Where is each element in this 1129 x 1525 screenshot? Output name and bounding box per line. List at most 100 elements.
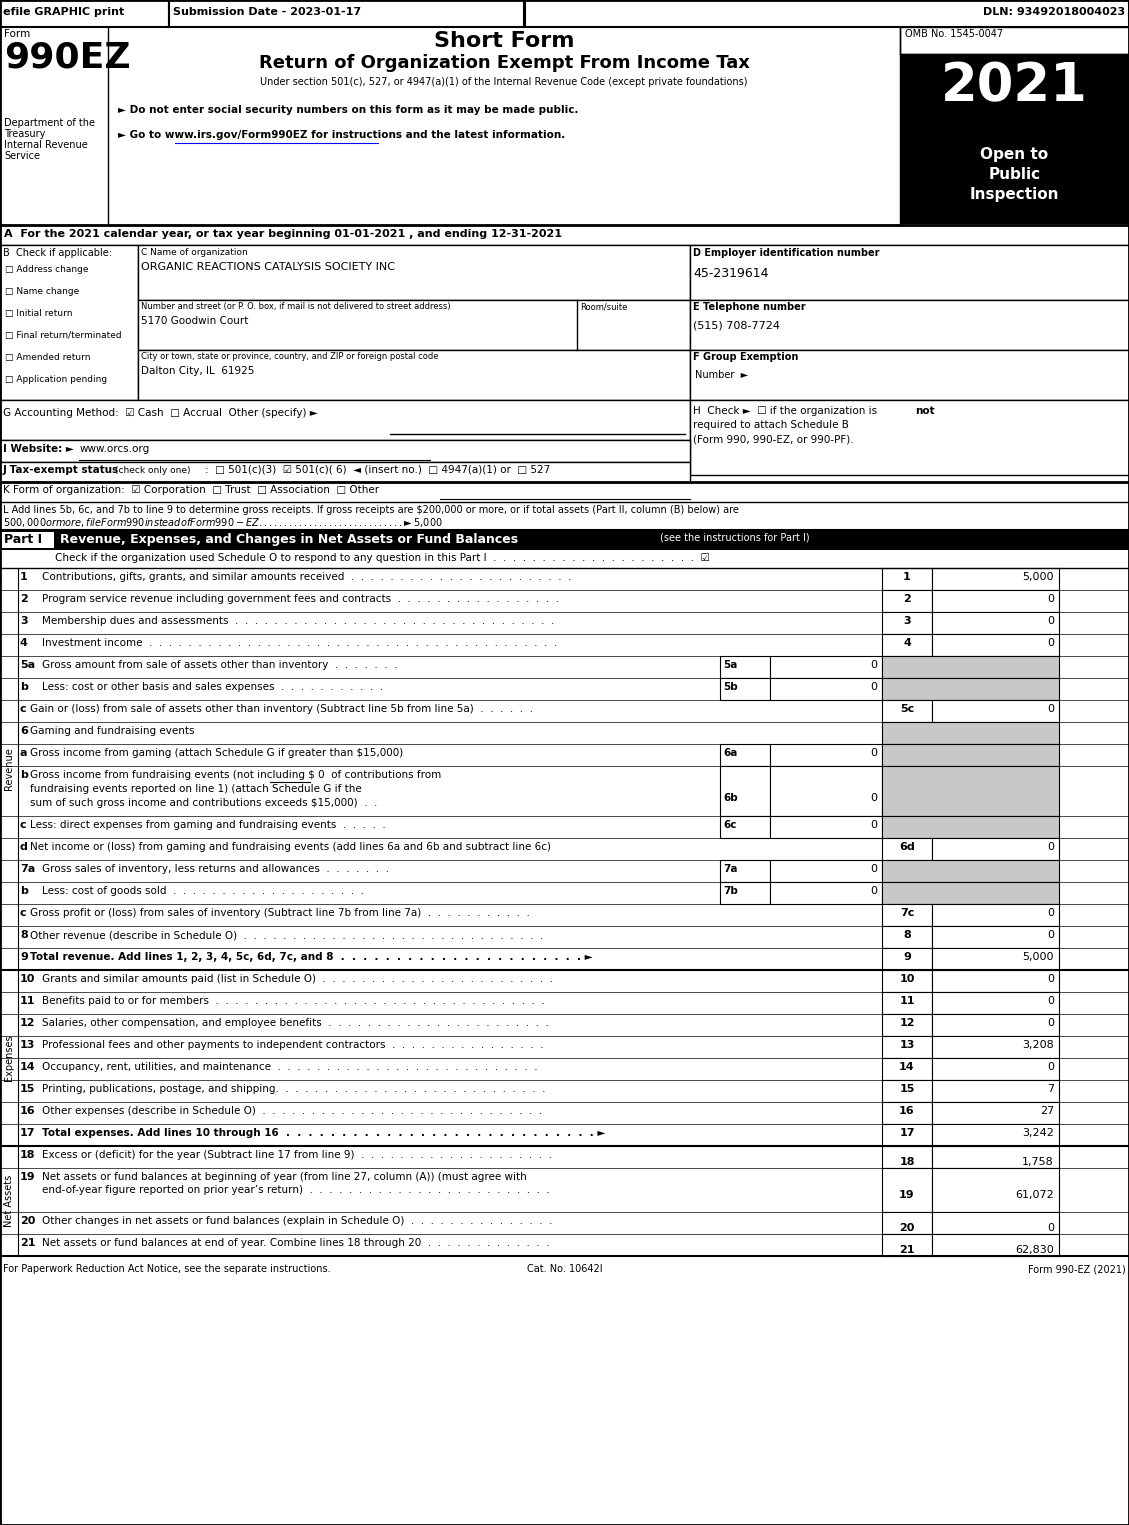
Bar bbox=[0, 462, 690, 482]
Text: 0: 0 bbox=[1047, 907, 1054, 918]
Bar bbox=[882, 1058, 933, 1080]
Bar bbox=[882, 970, 933, 991]
Text: 8: 8 bbox=[20, 930, 28, 939]
Text: Printing, publications, postage, and shipping.  .  .  .  .  .  .  .  .  .  .  . : Printing, publications, postage, and shi… bbox=[42, 1084, 545, 1093]
Bar bbox=[882, 744, 1059, 766]
Text: 13: 13 bbox=[900, 1040, 914, 1051]
Text: Under section 501(c), 527, or 4947(a)(1) of the Internal Revenue Code (except pr: Under section 501(c), 527, or 4947(a)(1)… bbox=[261, 76, 747, 87]
Text: Service: Service bbox=[5, 151, 40, 162]
Text: Form 990-EZ (2021): Form 990-EZ (2021) bbox=[1029, 1264, 1126, 1273]
Bar bbox=[882, 1103, 933, 1124]
Bar bbox=[720, 679, 770, 700]
Text: Number and street (or P. O. box, if mail is not delivered to street address): Number and street (or P. O. box, if mail… bbox=[141, 302, 450, 311]
Text: Net income or (loss) from gaming and fundraising events (add lines 6a and 6b and: Net income or (loss) from gaming and fun… bbox=[30, 842, 551, 852]
Text: 0: 0 bbox=[1047, 595, 1054, 604]
Text: 20: 20 bbox=[900, 1223, 914, 1234]
Text: c: c bbox=[20, 820, 27, 830]
Bar bbox=[882, 590, 933, 612]
Text: 0: 0 bbox=[1047, 637, 1054, 648]
Text: 7: 7 bbox=[1047, 1084, 1054, 1093]
Text: :  □ 501(c)(3)  ☑ 501(c)( 6)  ◄ (insert no.)  □ 4947(a)(1) or  □ 527: : □ 501(c)(3) ☑ 501(c)( 6) ◄ (insert no.… bbox=[205, 465, 550, 474]
Bar bbox=[882, 721, 1059, 744]
Text: 7a: 7a bbox=[723, 865, 737, 874]
Text: 21: 21 bbox=[20, 1238, 35, 1247]
Text: end-of-year figure reported on prior year’s return)  .  .  .  .  .  .  .  .  .  : end-of-year figure reported on prior yea… bbox=[42, 1185, 550, 1196]
Bar bbox=[933, 1103, 1059, 1124]
Text: 61,072: 61,072 bbox=[1015, 1190, 1054, 1200]
Text: 14: 14 bbox=[899, 1061, 914, 1072]
Text: Internal Revenue: Internal Revenue bbox=[5, 140, 88, 149]
Bar bbox=[882, 1145, 933, 1168]
Text: d: d bbox=[20, 842, 28, 852]
Text: 17: 17 bbox=[900, 1128, 914, 1138]
Text: B  Check if applicable:: B Check if applicable: bbox=[3, 249, 112, 258]
Text: 20: 20 bbox=[20, 1215, 35, 1226]
Text: Gaming and fundraising events: Gaming and fundraising events bbox=[30, 726, 194, 737]
Text: 19: 19 bbox=[899, 1190, 914, 1200]
Text: 5b: 5b bbox=[723, 682, 737, 692]
Text: DLN: 93492018004023: DLN: 93492018004023 bbox=[983, 8, 1124, 17]
Text: 14: 14 bbox=[20, 1061, 36, 1072]
Text: 6d: 6d bbox=[899, 842, 914, 852]
Text: Less: cost or other basis and sales expenses  .  .  .  .  .  .  .  .  .  .  .: Less: cost or other basis and sales expe… bbox=[42, 682, 383, 692]
Text: 0: 0 bbox=[870, 865, 877, 874]
Text: 6b: 6b bbox=[723, 793, 737, 804]
Bar bbox=[933, 991, 1059, 1014]
Text: Part I: Part I bbox=[5, 534, 42, 546]
Bar bbox=[882, 634, 933, 656]
Bar bbox=[900, 53, 1129, 130]
Text: 13: 13 bbox=[20, 1040, 35, 1051]
Text: (see the instructions for Part I): (see the instructions for Part I) bbox=[660, 534, 809, 543]
Bar bbox=[933, 926, 1059, 949]
Text: 0: 0 bbox=[1047, 1223, 1054, 1234]
Text: Cat. No. 10642I: Cat. No. 10642I bbox=[527, 1264, 602, 1273]
Bar bbox=[720, 816, 770, 839]
Text: Number  ►: Number ► bbox=[695, 371, 749, 380]
Text: Less: cost of goods sold  .  .  .  .  .  .  .  .  .  .  .  .  .  .  .  .  .  .  : Less: cost of goods sold . . . . . . . .… bbox=[42, 886, 364, 897]
Bar bbox=[900, 27, 1129, 53]
Bar bbox=[933, 1234, 1059, 1257]
Text: 12: 12 bbox=[20, 1019, 35, 1028]
Bar bbox=[933, 1212, 1059, 1234]
Text: 15: 15 bbox=[900, 1084, 914, 1093]
Text: 8: 8 bbox=[903, 930, 911, 939]
Text: Program service revenue including government fees and contracts  .  .  .  .  .  : Program service revenue including govern… bbox=[42, 595, 559, 604]
Bar bbox=[0, 0, 1129, 27]
Bar bbox=[933, 839, 1059, 860]
Text: Professional fees and other payments to independent contractors  .  .  .  .  .  : Professional fees and other payments to … bbox=[42, 1040, 543, 1051]
Bar bbox=[770, 766, 882, 816]
Text: Department of the: Department of the bbox=[5, 117, 95, 128]
Text: not: not bbox=[914, 406, 935, 416]
Text: required to attach Schedule B: required to attach Schedule B bbox=[693, 419, 849, 430]
Text: 9: 9 bbox=[20, 952, 28, 962]
Text: 62,830: 62,830 bbox=[1015, 1244, 1054, 1255]
Text: a: a bbox=[20, 747, 27, 758]
Text: 0: 0 bbox=[1047, 974, 1054, 984]
Bar bbox=[882, 1124, 933, 1145]
Text: 15: 15 bbox=[20, 1084, 35, 1093]
Bar bbox=[0, 226, 1129, 246]
Bar bbox=[138, 300, 690, 351]
Text: Investment income  .  .  .  .  .  .  .  .  .  .  .  .  .  .  .  .  .  .  .  .  .: Investment income . . . . . . . . . . . … bbox=[42, 637, 558, 648]
Text: Total revenue. Add lines 1, 2, 3, 4, 5c, 6d, 7c, and 8  .  .  .  .  .  .  .  .  : Total revenue. Add lines 1, 2, 3, 4, 5c,… bbox=[30, 952, 593, 962]
Text: 5c: 5c bbox=[900, 705, 914, 714]
Text: 9: 9 bbox=[903, 952, 911, 962]
Text: 7c: 7c bbox=[900, 907, 914, 918]
Text: 0: 0 bbox=[870, 682, 877, 692]
Text: 27: 27 bbox=[1040, 1106, 1054, 1116]
Text: 3: 3 bbox=[20, 616, 27, 625]
Text: 5,000: 5,000 bbox=[1023, 572, 1054, 583]
Text: □ Final return/terminated: □ Final return/terminated bbox=[5, 331, 122, 340]
Text: 7b: 7b bbox=[723, 886, 738, 897]
Bar bbox=[882, 1035, 933, 1058]
Bar bbox=[882, 1212, 933, 1234]
Text: I Website: ►: I Website: ► bbox=[3, 444, 73, 454]
Text: Dalton City, IL  61925: Dalton City, IL 61925 bbox=[141, 366, 254, 377]
Bar bbox=[882, 881, 1059, 904]
Text: 0: 0 bbox=[870, 820, 877, 830]
Text: Short Form: Short Form bbox=[434, 30, 575, 50]
Text: 6c: 6c bbox=[723, 820, 736, 830]
Bar bbox=[882, 700, 933, 721]
Text: C Name of organization: C Name of organization bbox=[141, 249, 247, 258]
Text: Open to: Open to bbox=[980, 146, 1049, 162]
